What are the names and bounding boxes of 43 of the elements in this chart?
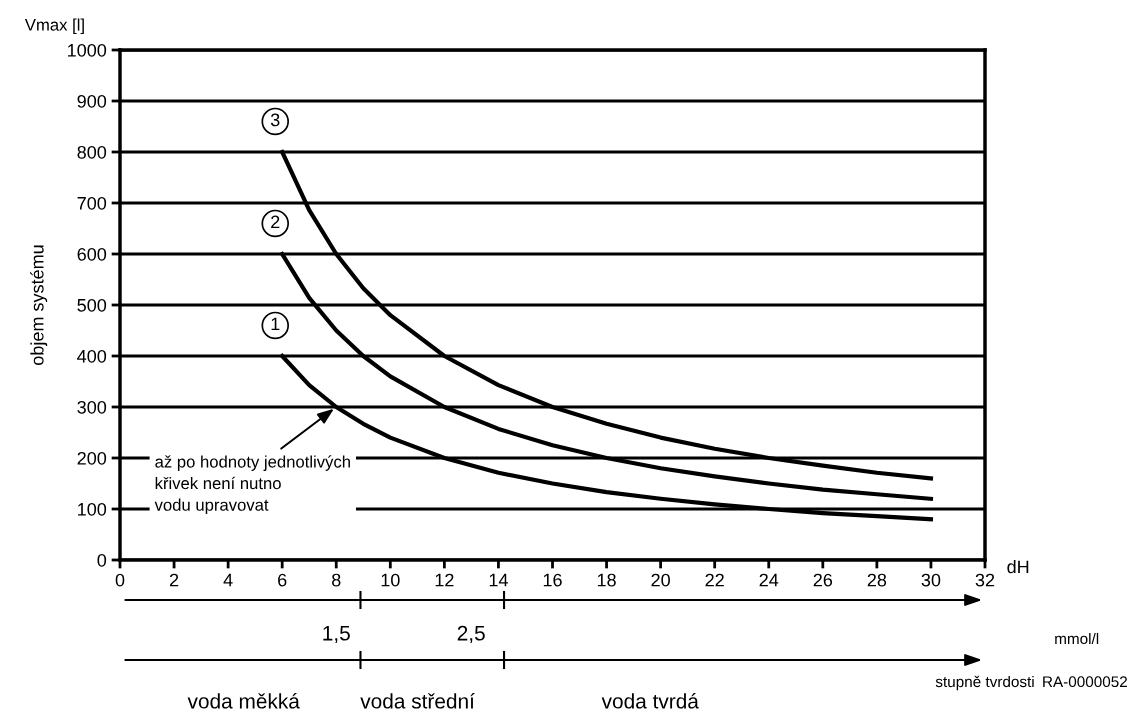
chart-title: Vmax [l] bbox=[24, 18, 84, 35]
text: 2,5 bbox=[457, 625, 485, 644]
x-tick-label: 16 bbox=[543, 573, 562, 587]
x-tick-label: 4 bbox=[223, 573, 233, 587]
series-label: 1 bbox=[271, 317, 280, 331]
text: voda měkká bbox=[187, 693, 300, 709]
x-tick-label: 18 bbox=[597, 573, 616, 587]
y-tick-label: 800 bbox=[77, 145, 107, 159]
x-tick-label: 32 bbox=[975, 573, 995, 587]
x-tick-label: 28 bbox=[867, 573, 887, 587]
y-tick-label: 300 bbox=[77, 400, 107, 414]
y-tick-label: 0 bbox=[97, 553, 107, 567]
y-tick-label: 900 bbox=[77, 94, 107, 108]
annotation: až po hodnoty jednotlivých křivek není nutno vodu upravovat bbox=[154, 455, 350, 515]
x-tick-label: 26 bbox=[813, 573, 833, 587]
x-tick-label: 24 bbox=[759, 573, 779, 587]
y-tick-label: 700 bbox=[77, 196, 107, 210]
y-tick-label: 400 bbox=[77, 349, 107, 363]
x-axis-title: dH bbox=[1007, 560, 1029, 574]
x-tick-label: 2 bbox=[169, 573, 179, 587]
x-tick-label: 22 bbox=[705, 573, 724, 587]
text: mmol/l bbox=[1055, 632, 1099, 645]
y-tick-label: 1000 bbox=[68, 43, 107, 57]
x-tick-label: 12 bbox=[435, 573, 454, 587]
text: voda střední bbox=[360, 693, 475, 709]
x-tick-label: 6 bbox=[278, 573, 287, 587]
text: RA-0000052 bbox=[1043, 676, 1127, 688]
text: 1,5 bbox=[323, 626, 350, 644]
text: stupně tvrdosti bbox=[935, 675, 1034, 691]
x-tick-label: 20 bbox=[651, 573, 670, 587]
x-tick-label: 14 bbox=[489, 573, 508, 587]
y-axis-title: objem systému bbox=[30, 245, 48, 365]
x-tick-label: 30 bbox=[921, 573, 941, 587]
x-tick-label: 8 bbox=[332, 573, 341, 587]
y-tick-label: 200 bbox=[77, 451, 107, 465]
series-label: 3 bbox=[270, 113, 280, 127]
text: voda tvrdá bbox=[601, 693, 699, 709]
y-tick-label: 500 bbox=[77, 298, 107, 312]
x-tick-label: 10 bbox=[381, 573, 400, 587]
series-label: 2 bbox=[271, 215, 280, 229]
x-tick-label: 0 bbox=[115, 573, 125, 587]
y-tick-label: 100 bbox=[78, 502, 107, 516]
y-tick-label: 600 bbox=[77, 247, 107, 261]
